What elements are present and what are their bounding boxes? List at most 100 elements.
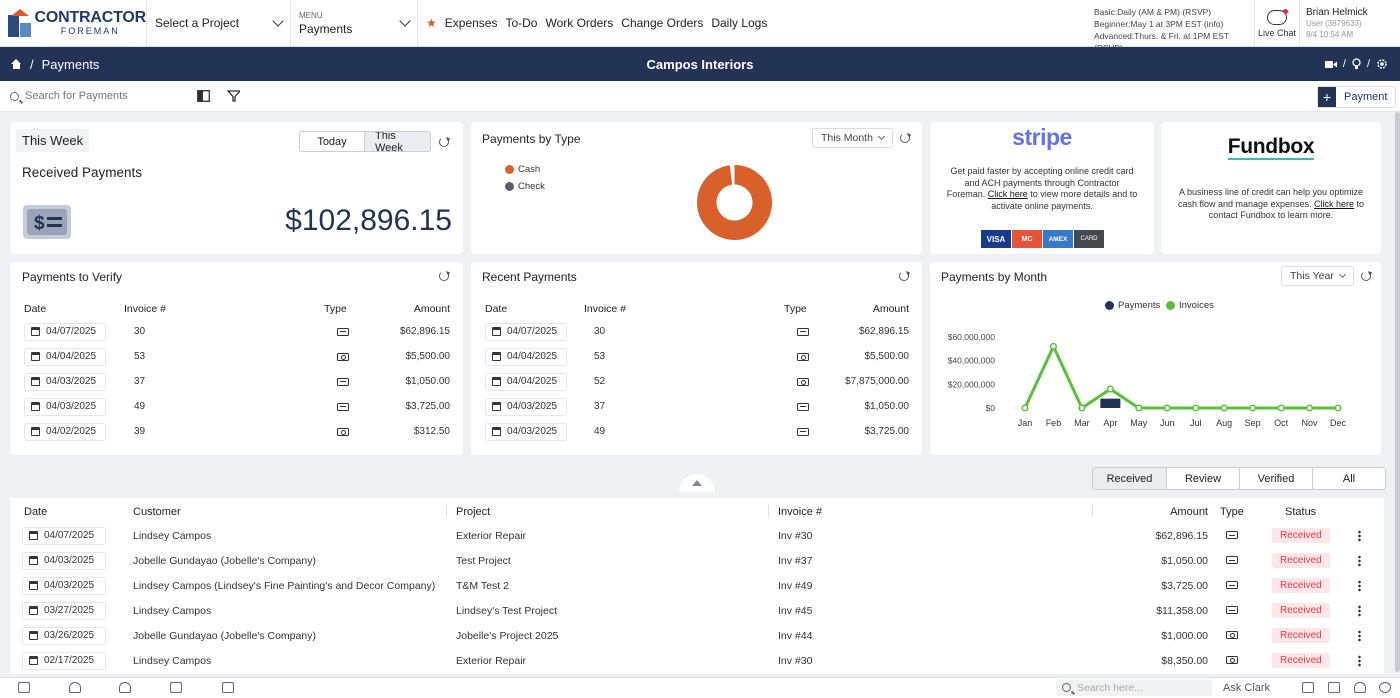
search-input[interactable] [25,90,185,102]
quick-link-daily-logs[interactable]: Daily Logs [711,16,768,30]
training-beginner[interactable]: Beginner:May 1 at 3PM EST (info) [1094,19,1224,29]
invoices-point[interactable] [1334,404,1342,412]
th-type[interactable]: Type [1220,505,1244,518]
invoices-point[interactable] [1163,404,1171,412]
payments-bar[interactable] [1100,398,1121,408]
invoices-point[interactable] [1078,404,1086,412]
more-actions-icon[interactable] [1358,554,1361,567]
invoices-point[interactable] [1249,404,1257,412]
history-icon[interactable] [1379,682,1391,693]
filter-icon[interactable] [227,90,240,102]
collapse-toggle[interactable] [679,474,715,492]
home-icon[interactable] [11,59,22,69]
refresh-icon[interactable] [1361,271,1371,281]
table-row[interactable]: 04/04/2025 52 $7,875,000.00 [485,369,909,394]
table-row[interactable]: 04/07/2025 30 $62,896.15 [485,319,909,344]
donut-slice-cash[interactable] [697,165,772,240]
table-row[interactable]: 04/07/2025 30 $62,896.15 [24,319,450,344]
th-invoice[interactable]: Invoice # [778,505,823,518]
fundbox-link[interactable]: Click here [1314,198,1355,209]
table-row[interactable]: 04/07/2025 Lindsey Campos Exterior Repair I… [10,523,1384,548]
th-customer[interactable]: Customer [133,505,181,518]
invoices-point[interactable] [1277,404,1285,412]
type-period-dropdown[interactable]: This Month [812,128,893,148]
legend-invoices[interactable]: Invoices [1166,300,1214,311]
legend-payments[interactable]: Payments [1105,300,1160,311]
project-select[interactable]: Select a Project [147,0,291,47]
toggle-this-week[interactable]: This Week [364,132,430,151]
stripe-link[interactable]: Click here [987,189,1028,199]
ask-clark-button[interactable]: Ask Clark [1223,682,1271,694]
table-row[interactable]: 04/03/2025 49 $3,725.00 [24,394,450,419]
table-row[interactable]: 03/27/2025 Lindsey Campos Lindsey's Test P… [10,598,1384,623]
logo[interactable]: CONTRACTOR FOREMAN [0,0,147,47]
table-row[interactable]: 04/03/2025 Jobelle Gundayao (Jobelle's Co… [10,548,1384,573]
x-tick-label: May [1130,418,1148,428]
tab-received[interactable]: Received [1093,468,1166,489]
live-chat-button[interactable]: Live Chat [1254,0,1300,47]
month-period-dropdown[interactable]: This Year [1281,266,1354,286]
legend-cash[interactable]: Cash [505,164,540,175]
building-icon[interactable] [170,682,182,693]
col-date: Date [24,303,47,315]
invoices-point[interactable] [1021,404,1029,412]
calendar-add-icon[interactable] [1328,682,1340,693]
refresh-icon[interactable] [439,271,449,281]
th-date[interactable]: Date [24,505,48,518]
legend-check[interactable]: Check [505,181,545,192]
more-actions-icon[interactable] [1358,579,1361,592]
table-row[interactable]: 04/04/2025 53 $5,500.00 [485,344,909,369]
quick-link-change-orders[interactable]: Change Orders [621,16,704,30]
more-actions-icon[interactable] [1358,629,1361,642]
table-row[interactable]: 03/26/2025 Jobelle Gundayao (Jobelle's Co… [10,623,1384,648]
more-actions-icon[interactable] [1358,604,1361,617]
th-project[interactable]: Project [456,505,491,518]
invoices-point[interactable] [1106,385,1114,393]
refresh-icon[interactable] [439,137,449,147]
tab-review[interactable]: Review [1166,468,1239,489]
table-row[interactable]: 04/02/2025 39 $312.50 [24,419,450,444]
house-icon[interactable] [222,682,234,693]
table-row[interactable]: 04/03/2025 37 $1,050.00 [485,394,909,419]
stripe-logo[interactable]: stripe [1012,124,1072,150]
gear-icon[interactable] [1376,58,1388,70]
menu-select[interactable]: MENU Payments [291,0,418,47]
th-amount[interactable]: Amount [1170,505,1208,518]
quick-link-todo[interactable]: To-Do [505,16,538,30]
more-actions-icon[interactable] [1358,654,1361,667]
calendar-icon[interactable] [1302,682,1314,693]
quick-link-work-orders[interactable]: Work Orders [545,16,614,30]
user-icon[interactable] [69,682,81,693]
table-row[interactable]: 04/03/2025 Lindsey Campos (Lindsey's Fine… [10,573,1384,598]
video-icon[interactable] [1324,60,1337,69]
lightbulb-icon[interactable] [1352,58,1361,70]
scrollbar[interactable] [1395,112,1400,672]
invoices-point[interactable] [1220,404,1228,412]
users-icon[interactable] [119,682,131,693]
more-actions-icon[interactable] [1358,529,1361,542]
donut-slice-check[interactable] [729,165,735,185]
invoices-point[interactable] [1305,404,1314,412]
footer-search[interactable]: Search here... [1056,679,1212,696]
book-icon[interactable] [197,90,210,102]
quick-link-expenses[interactable]: Expenses [444,16,498,30]
table-row[interactable]: 04/04/2025 53 $5,500.00 [24,344,450,369]
refresh-icon[interactable] [899,271,909,281]
table-row[interactable]: 04/03/2025 49 $3,725.00 [485,419,909,444]
invoices-point[interactable] [1192,404,1200,412]
tab-all[interactable]: All [1312,468,1385,489]
tab-verified[interactable]: Verified [1239,468,1312,489]
chat-icon[interactable] [18,682,30,693]
user-menu[interactable]: Brian Helmick User (3879633) 8/4 10:54 A… [1306,7,1368,40]
invoices-point[interactable] [1135,404,1143,412]
add-payment-button[interactable]: + Payment [1317,86,1397,108]
bell-icon[interactable] [1354,682,1366,693]
th-status[interactable]: Status [1285,505,1317,518]
invoices-point[interactable] [1049,342,1058,351]
training-basic[interactable]: Basic:Daily (AM & PM) (RSVP) [1094,7,1212,17]
table-row[interactable]: 04/03/2025 37 $1,050.00 [24,369,450,394]
toggle-today[interactable]: Today [317,135,347,148]
refresh-icon[interactable] [900,133,910,143]
fundbox-logo[interactable]: Fundbox [1161,135,1381,160]
table-row[interactable]: 02/17/2025 Lindsey Campos Exterior Repair I… [10,648,1384,673]
